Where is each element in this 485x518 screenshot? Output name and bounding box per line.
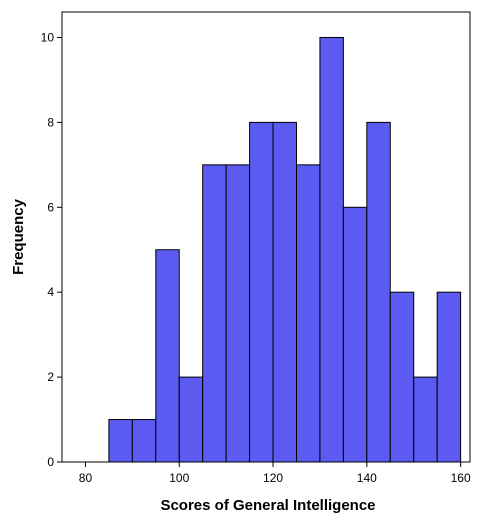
histogram-bar [108, 419, 133, 463]
histogram-bar [342, 206, 368, 463]
y-tick-label: 0 [47, 455, 54, 469]
x-axis: 80 100 120 140 160 [79, 462, 471, 485]
histogram-bar [413, 376, 438, 463]
histogram-bar [249, 121, 274, 463]
y-tick-label: 2 [47, 370, 54, 384]
histogram-bar [272, 121, 297, 463]
x-tick-label: 120 [263, 471, 283, 485]
histogram-bar [225, 164, 251, 463]
y-tick-label: 8 [47, 115, 54, 129]
histogram-bar [178, 376, 204, 463]
histogram-bar [131, 419, 157, 463]
y-axis: 0 2 4 6 8 10 [41, 30, 62, 469]
x-tick-label: 140 [357, 471, 377, 485]
x-tick-label: 160 [451, 471, 471, 485]
y-tick-label: 6 [47, 200, 54, 214]
y-tick-label: 4 [47, 285, 54, 299]
histogram-bar [436, 291, 462, 463]
bars-layer [108, 36, 462, 463]
x-axis-title: Scores of General Intelligence [160, 497, 375, 514]
y-axis-title: Frequency [10, 198, 27, 275]
x-tick-label: 100 [169, 471, 189, 485]
histogram-bar [366, 121, 391, 463]
histogram-bar [295, 164, 321, 463]
histogram-bar [155, 249, 180, 463]
histogram-bar [319, 36, 344, 463]
histogram-bar [202, 164, 227, 463]
y-tick-label: 10 [41, 30, 55, 44]
histogram-bar [389, 291, 415, 463]
x-tick-label: 80 [79, 471, 93, 485]
